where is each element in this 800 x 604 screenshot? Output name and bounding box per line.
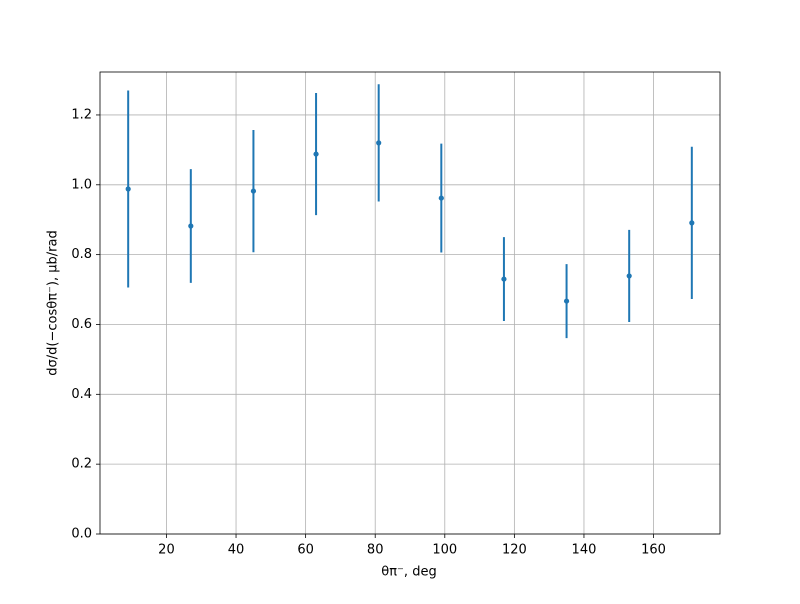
data-point — [250, 188, 257, 194]
x-tick-label: 140 — [572, 543, 597, 558]
x-tick-label: 60 — [297, 543, 314, 558]
y-tick-label: 1.2 — [71, 107, 92, 122]
x-tick-label: 160 — [641, 543, 666, 558]
x-tick-label: 20 — [158, 543, 175, 558]
y-axis-label: dσ/d(−cosθπ⁻), μb/rad — [46, 230, 61, 375]
data-point — [313, 151, 319, 157]
data-point — [501, 276, 507, 282]
x-tick-label: 80 — [367, 543, 384, 558]
x-tick-label: 120 — [502, 543, 527, 558]
x-tick-label: 40 — [228, 543, 245, 558]
data-point — [626, 273, 632, 279]
y-tick-label: 0.4 — [71, 387, 92, 402]
data-point — [563, 298, 570, 304]
y-tick-label: 1.0 — [71, 177, 92, 192]
y-tick-label: 0.0 — [71, 527, 92, 542]
x-axis-label: θπ⁻, deg — [381, 565, 436, 580]
y-tick-label: 0.6 — [71, 317, 92, 332]
y-tick-label: 0.8 — [71, 247, 92, 262]
data-point — [188, 223, 194, 229]
x-tick-label: 100 — [432, 543, 457, 558]
data-point — [376, 140, 382, 146]
plot-frame — [99, 71, 721, 535]
y-tick-label: 0.2 — [71, 457, 92, 472]
data-point — [689, 220, 695, 226]
data-point — [438, 195, 444, 201]
data-point — [125, 186, 131, 192]
